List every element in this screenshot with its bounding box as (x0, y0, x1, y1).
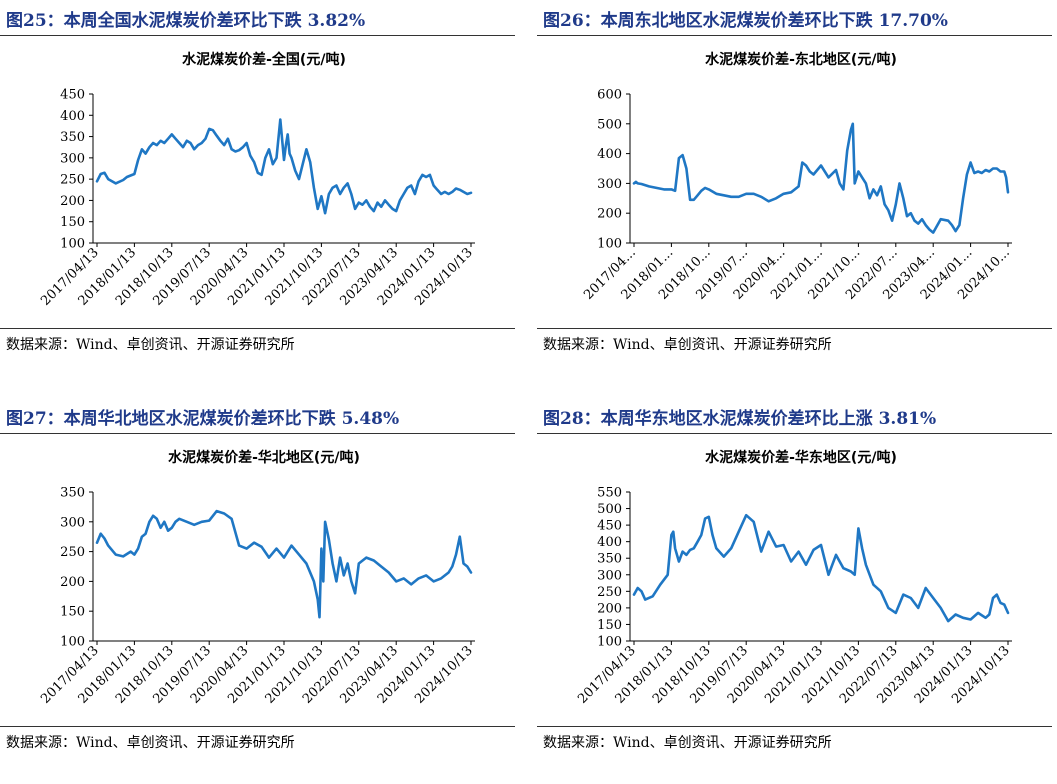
figure-title: 图28：本周华东地区水泥煤炭价差环比上涨 3.81% (543, 409, 937, 429)
title-divider (0, 433, 515, 434)
y-tick-label: 200 (60, 194, 85, 209)
y-tick-label: 400 (597, 147, 622, 162)
y-tick-label: 300 (60, 151, 85, 166)
y-tick-label: 150 (60, 605, 85, 620)
y-tick-label: 300 (60, 515, 85, 530)
y-tick-label: 550 (597, 486, 622, 501)
y-tick-label: 500 (597, 117, 622, 132)
y-tick-label: 150 (60, 215, 85, 230)
source-note: 数据来源：Wind、卓创资讯、开源证券研究所 (6, 735, 295, 751)
line-chart: 水泥煤炭价差-华东地区(元/吨)100150200250300350400450… (575, 449, 1013, 707)
y-tick-label: 100 (597, 237, 622, 252)
y-tick-label: 450 (60, 88, 85, 103)
title-divider (0, 35, 515, 36)
panel-fig26: 图26：本周东北地区水泥煤炭价差环比下跌 17.70% 水泥煤炭价差-东北地区(… (537, 0, 1052, 360)
y-tick-label: 250 (60, 545, 85, 560)
source-note: 数据来源：Wind、卓创资讯、开源证券研究所 (543, 337, 832, 353)
y-tick-label: 200 (60, 575, 85, 590)
figure-title: 图27：本周华北地区水泥煤炭价差环比下跌 5.48% (6, 409, 400, 429)
line-chart: 水泥煤炭价差-华北地区(元/吨)1001502002503003502017/0… (38, 449, 476, 707)
series-line (95, 118, 473, 215)
y-tick-label: 250 (60, 173, 85, 188)
figure-title: 图26：本周东北地区水泥煤炭价差环比下跌 17.70% (543, 11, 948, 31)
panel-fig27: 图27：本周华北地区水泥煤炭价差环比下跌 5.48% 水泥煤炭价差-华北地区(元… (0, 398, 515, 758)
y-tick-label: 250 (597, 585, 622, 600)
footer-divider (0, 328, 515, 329)
footer-divider (537, 328, 1052, 329)
source-note: 数据来源：Wind、卓创资讯、开源证券研究所 (543, 735, 832, 751)
figure-title: 图25：本周全国水泥煤炭价差环比下跌 3.82% (6, 11, 366, 31)
y-tick-label: 350 (60, 486, 85, 501)
y-tick-label: 200 (597, 601, 622, 616)
chart-title: 水泥煤炭价差-华北地区(元/吨) (168, 449, 360, 466)
line-chart: 水泥煤炭价差-东北地区(元/吨)1002003004005006002017/0… (581, 51, 1013, 303)
panel-fig28: 图28：本周华东地区水泥煤炭价差环比上涨 3.81% 水泥煤炭价差-华东地区(元… (537, 398, 1052, 758)
source-note: 数据来源：Wind、卓创资讯、开源证券研究所 (6, 337, 295, 353)
title-divider (537, 35, 1052, 36)
chart-title: 水泥煤炭价差-华东地区(元/吨) (705, 449, 897, 466)
y-tick-label: 100 (60, 237, 85, 252)
y-tick-label: 450 (597, 519, 622, 534)
y-tick-label: 350 (60, 130, 85, 145)
y-tick-label: 100 (60, 635, 85, 650)
series-line (632, 122, 1010, 234)
y-tick-label: 150 (597, 618, 622, 633)
y-tick-label: 500 (597, 502, 622, 517)
chart-title: 水泥煤炭价差-东北地区(元/吨) (705, 51, 897, 68)
y-tick-label: 300 (597, 568, 622, 583)
chart-title: 水泥煤炭价差-全国(元/吨) (182, 51, 346, 68)
y-tick-label: 600 (597, 88, 622, 103)
y-tick-label: 400 (597, 535, 622, 550)
series-line (632, 513, 1010, 623)
y-tick-label: 400 (60, 109, 85, 124)
y-tick-label: 300 (597, 177, 622, 192)
line-chart: 水泥煤炭价差-全国(元/吨)10015020025030035040045020… (38, 51, 476, 309)
series-line (95, 509, 473, 619)
title-divider (537, 433, 1052, 434)
footer-divider (537, 726, 1052, 727)
footer-divider (0, 726, 515, 727)
y-tick-label: 100 (597, 635, 622, 650)
y-tick-label: 350 (597, 552, 622, 567)
y-tick-label: 200 (597, 207, 622, 222)
panel-fig25: 图25：本周全国水泥煤炭价差环比下跌 3.82% 水泥煤炭价差-全国(元/吨) 1… (0, 0, 515, 360)
